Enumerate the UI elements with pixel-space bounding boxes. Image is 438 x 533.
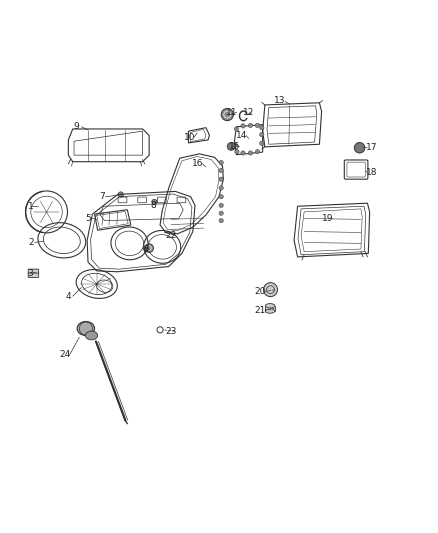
Circle shape xyxy=(260,141,264,146)
Text: 5: 5 xyxy=(85,214,91,223)
Circle shape xyxy=(152,199,157,205)
Circle shape xyxy=(248,151,253,155)
FancyBboxPatch shape xyxy=(28,269,39,273)
Circle shape xyxy=(219,185,223,190)
Circle shape xyxy=(255,149,260,154)
Text: 19: 19 xyxy=(321,214,333,223)
Text: 20: 20 xyxy=(255,287,266,296)
Circle shape xyxy=(219,219,223,223)
Text: 2: 2 xyxy=(28,238,34,247)
Text: 23: 23 xyxy=(165,327,177,336)
Ellipse shape xyxy=(77,321,95,335)
Circle shape xyxy=(219,195,223,199)
Text: 8: 8 xyxy=(151,201,156,210)
Circle shape xyxy=(219,177,223,181)
Text: 13: 13 xyxy=(274,96,286,105)
Ellipse shape xyxy=(85,331,98,340)
Circle shape xyxy=(219,160,223,165)
Circle shape xyxy=(118,192,124,197)
Circle shape xyxy=(219,203,223,207)
Text: 1: 1 xyxy=(28,202,34,211)
Text: 11: 11 xyxy=(226,108,238,117)
Circle shape xyxy=(260,125,264,130)
Circle shape xyxy=(260,133,264,137)
Circle shape xyxy=(264,282,278,297)
Text: 3: 3 xyxy=(28,269,33,278)
Text: 22: 22 xyxy=(166,231,177,239)
Circle shape xyxy=(233,143,237,147)
Circle shape xyxy=(221,108,233,120)
Text: 21: 21 xyxy=(255,305,266,314)
Ellipse shape xyxy=(265,309,275,313)
Ellipse shape xyxy=(265,304,275,308)
Circle shape xyxy=(227,142,235,150)
Text: 15: 15 xyxy=(229,142,240,151)
Circle shape xyxy=(219,211,223,215)
Text: 14: 14 xyxy=(237,131,248,140)
Text: 4: 4 xyxy=(66,292,71,301)
Circle shape xyxy=(234,127,239,131)
Text: 16: 16 xyxy=(192,159,204,168)
Text: 9: 9 xyxy=(73,122,79,131)
Text: 12: 12 xyxy=(243,108,254,117)
Text: 17: 17 xyxy=(366,143,378,152)
Circle shape xyxy=(354,142,365,153)
Circle shape xyxy=(255,123,260,128)
Circle shape xyxy=(219,168,223,173)
Circle shape xyxy=(235,149,239,154)
FancyBboxPatch shape xyxy=(28,273,39,277)
Text: 24: 24 xyxy=(60,350,71,359)
Text: 10: 10 xyxy=(184,133,195,142)
Circle shape xyxy=(241,124,245,128)
Circle shape xyxy=(248,123,253,128)
Text: 7: 7 xyxy=(99,192,105,201)
Text: 18: 18 xyxy=(366,168,378,177)
Text: 6: 6 xyxy=(142,245,148,254)
Circle shape xyxy=(241,151,245,155)
Circle shape xyxy=(145,244,153,253)
